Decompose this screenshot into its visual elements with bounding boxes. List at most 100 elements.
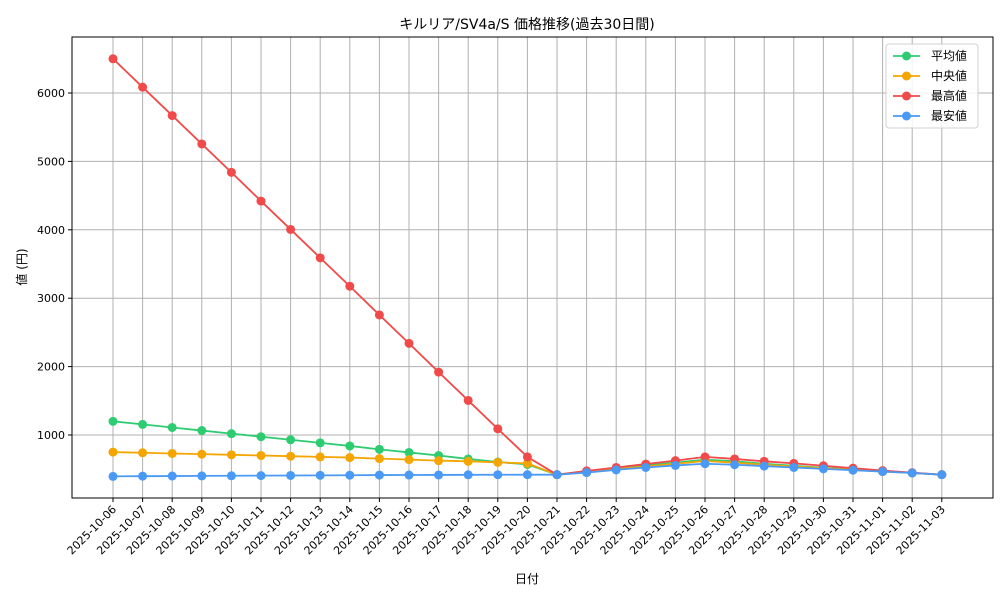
data-point xyxy=(226,471,236,481)
data-point xyxy=(730,460,740,470)
data-point xyxy=(167,448,177,458)
data-point xyxy=(286,451,296,461)
data-point xyxy=(522,470,532,480)
y-tick-label: 3000 xyxy=(37,292,65,305)
data-point xyxy=(463,395,473,405)
data-point xyxy=(878,467,888,477)
y-tick-label: 4000 xyxy=(37,224,65,237)
data-point xyxy=(226,167,236,177)
data-point xyxy=(226,450,236,460)
grid-lines xyxy=(72,37,993,498)
data-point xyxy=(345,281,355,291)
data-point xyxy=(700,459,710,469)
legend-marker-icon xyxy=(902,51,911,61)
x-axis: 2025-10-062025-10-072025-10-082025-10-09… xyxy=(65,498,948,557)
data-point xyxy=(315,470,325,480)
y-tick-label: 1000 xyxy=(37,429,65,442)
data-point xyxy=(108,471,118,481)
data-point xyxy=(907,468,917,478)
data-point xyxy=(374,444,384,454)
data-point xyxy=(286,435,296,445)
y-tick-label: 5000 xyxy=(37,155,65,168)
data-point xyxy=(138,419,148,429)
data-point xyxy=(493,457,503,467)
plot-area-border xyxy=(71,36,994,499)
legend-label: 最高値 xyxy=(931,88,967,103)
data-point xyxy=(256,451,266,461)
data-point xyxy=(345,441,355,451)
x-axis-label: 日付 xyxy=(515,572,539,586)
data-point xyxy=(582,468,592,478)
data-point xyxy=(848,465,858,475)
data-point xyxy=(138,448,148,458)
data-point xyxy=(552,470,562,480)
data-point xyxy=(256,196,266,206)
data-point xyxy=(167,422,177,432)
data-point xyxy=(434,470,444,480)
data-point xyxy=(108,416,118,426)
data-point xyxy=(493,470,503,480)
data-point xyxy=(670,460,680,470)
data-point xyxy=(611,465,621,475)
data-point xyxy=(759,461,769,471)
data-point xyxy=(197,139,207,149)
data-point xyxy=(286,470,296,480)
legend-marker-icon xyxy=(902,111,911,121)
legend-label: 平均値 xyxy=(931,48,967,63)
data-point xyxy=(434,367,444,377)
chart-title: キルリア/SV4a/S 価格推移(過去30日間) xyxy=(399,17,654,33)
data-point xyxy=(108,54,118,64)
data-point xyxy=(404,455,414,465)
data-point xyxy=(789,462,799,472)
data-point xyxy=(167,111,177,121)
legend-marker-icon xyxy=(902,91,911,101)
data-point xyxy=(226,429,236,439)
data-point xyxy=(345,453,355,463)
data-point xyxy=(374,470,384,480)
data-point xyxy=(374,454,384,464)
data-point xyxy=(138,82,148,92)
legend-item: 最安値 xyxy=(893,108,967,123)
y-tick-label: 6000 xyxy=(37,87,65,100)
data-point xyxy=(138,471,148,481)
data-point xyxy=(818,464,828,474)
legend-label: 中央値 xyxy=(931,68,967,83)
legend-item: 中央値 xyxy=(893,68,967,83)
data-point xyxy=(493,424,503,434)
data-point xyxy=(315,452,325,462)
data-point xyxy=(256,432,266,442)
data-point xyxy=(463,456,473,466)
data-point xyxy=(167,471,177,481)
series-layer xyxy=(108,54,947,481)
data-point xyxy=(404,338,414,348)
data-point xyxy=(937,470,947,480)
data-point xyxy=(197,449,207,459)
data-point xyxy=(434,456,444,466)
data-point xyxy=(374,310,384,320)
legend-box xyxy=(885,43,979,129)
data-point xyxy=(641,462,651,472)
data-point xyxy=(522,452,532,462)
data-point xyxy=(315,438,325,448)
legend-item: 最高値 xyxy=(893,88,967,103)
data-point xyxy=(404,447,414,457)
legend-item: 平均値 xyxy=(893,48,967,63)
y-axis: 1000 2000 3000 4000 5000 6000 xyxy=(37,87,72,442)
data-point xyxy=(700,452,710,462)
data-point xyxy=(315,253,325,263)
data-point xyxy=(256,471,266,481)
data-point xyxy=(108,447,118,457)
y-tick-label: 2000 xyxy=(37,361,65,374)
data-point xyxy=(286,224,296,234)
data-point xyxy=(404,470,414,480)
data-point xyxy=(463,470,473,480)
data-point xyxy=(197,426,207,436)
legend-label: 最安値 xyxy=(931,108,967,123)
data-point xyxy=(522,458,532,468)
data-point xyxy=(197,471,207,481)
y-axis-label: 値 (円) xyxy=(14,248,29,285)
data-point xyxy=(345,470,355,480)
legend-marker-icon xyxy=(902,71,911,81)
series-line xyxy=(108,459,947,481)
